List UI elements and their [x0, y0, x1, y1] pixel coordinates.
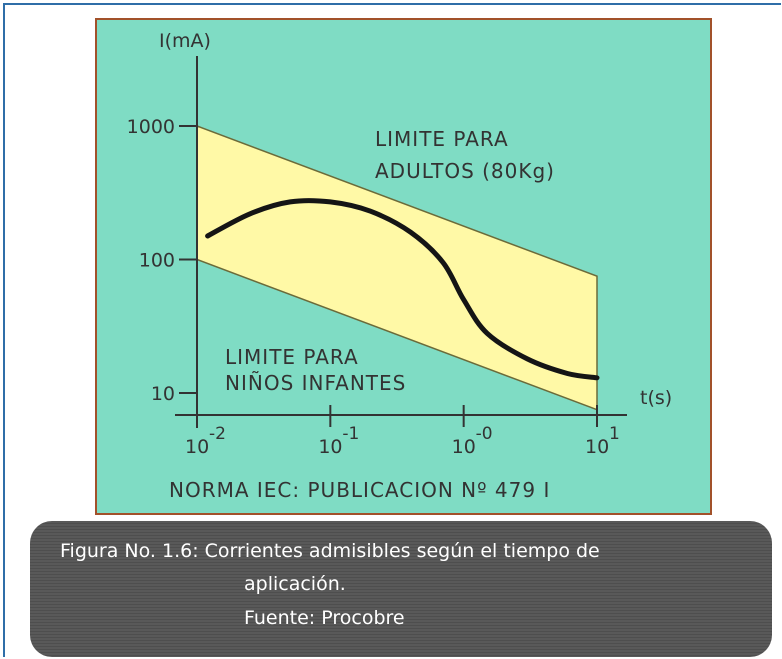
x-tick-label-exponent: -2: [209, 424, 226, 444]
x-tick-label-base: 10: [585, 436, 609, 458]
x-axis-label: t(s): [640, 387, 672, 409]
y-tick-label: 10: [151, 383, 175, 405]
norm-footer: NORMA IEC: PUBLICACION Nº 479 I: [169, 478, 550, 502]
figure-frame: [3, 3, 781, 657]
caption-line-1: Figura No. 1.6: Corrientes admisibles se…: [60, 540, 600, 562]
annotation-adults-line1: LIMITE PARA: [375, 127, 509, 151]
current-curve: [205, 198, 600, 381]
figure-caption: Figura No. 1.6: Corrientes admisibles se…: [30, 521, 772, 657]
chart-panel: 1000 100 10 10 -2 10 -1 10 -0 10 1 I(mA) t(s) LIM…: [95, 18, 712, 515]
x-tick-label-base: 10: [452, 436, 476, 458]
x-tick-label-base: 10: [185, 436, 209, 458]
x-tick-label-exponent: -1: [342, 424, 359, 444]
x-tick-label-exponent: -0: [476, 424, 493, 444]
caption-line-2: aplicación.: [244, 573, 346, 595]
y-tick-label: 1000: [127, 116, 175, 138]
annotation-children-line1: LIMITE PARA: [225, 345, 359, 369]
x-tick-label-exponent: 1: [609, 424, 620, 444]
y-ticks: 1000 100 10: [127, 116, 197, 405]
y-axis-label: I(mA): [159, 30, 211, 52]
annotation-adults-line2: ADULTOS (80Kg): [375, 159, 555, 183]
annotation-children-line2: NIÑOS INFANTES: [225, 371, 406, 395]
caption-line-3: Fuente: Procobre: [244, 607, 405, 629]
x-tick-label-base: 10: [318, 436, 342, 458]
y-tick-label: 100: [139, 250, 175, 272]
